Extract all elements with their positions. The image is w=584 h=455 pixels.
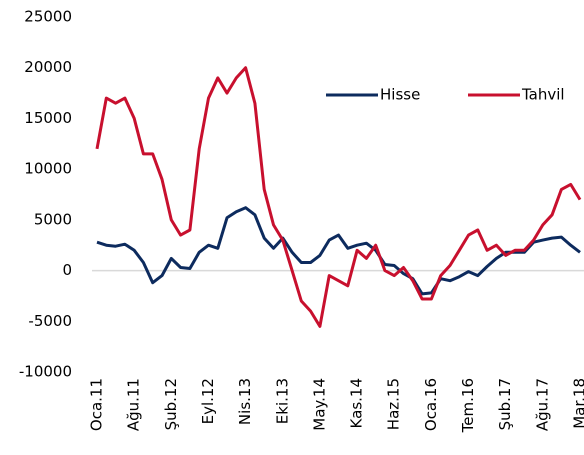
x-tick-label: Mar.18 xyxy=(571,378,584,429)
y-tick-label: 15000 xyxy=(24,109,72,127)
x-tick-label: May.14 xyxy=(310,378,328,431)
x-tick-label: Oca.11 xyxy=(88,378,106,431)
x-tick-label: Ağu.11 xyxy=(125,378,143,431)
x-tick-label: Şub.12 xyxy=(162,378,180,430)
x-tick-label: Haz.15 xyxy=(385,378,403,430)
y-tick-label: 5000 xyxy=(34,210,72,228)
x-tick-label: Şub.17 xyxy=(496,378,514,430)
line-series xyxy=(96,206,581,296)
x-tick-label: Oca.16 xyxy=(422,378,440,431)
y-tick-label: 0 xyxy=(62,261,72,279)
y-tick-label: 10000 xyxy=(24,160,72,178)
legend-label: Hisse xyxy=(380,86,420,104)
x-tick-label: Ağu.17 xyxy=(533,378,551,431)
x-tick-label: Eyl.12 xyxy=(199,378,217,424)
legend-label: Tahvil xyxy=(521,86,565,104)
x-tick-label: Kas.14 xyxy=(348,378,366,428)
y-tick-label: 25000 xyxy=(24,8,72,26)
y-tick-label: 20000 xyxy=(24,58,72,76)
y-tick-label: -5000 xyxy=(28,312,72,330)
line-series xyxy=(95,66,582,328)
x-tick-label: Tem.16 xyxy=(459,378,477,433)
x-tick-label: Eki.13 xyxy=(273,378,291,424)
x-tick-label: Nis.13 xyxy=(236,378,254,425)
y-tick-label: -10000 xyxy=(19,363,72,381)
